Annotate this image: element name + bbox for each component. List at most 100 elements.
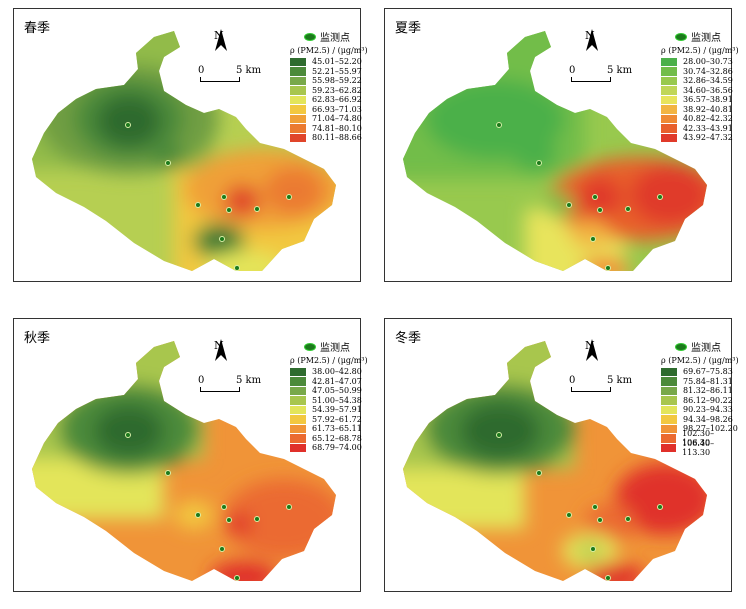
legend-swatch	[290, 57, 306, 66]
station-marker-icon	[675, 32, 687, 41]
north-arrow: N	[214, 339, 227, 361]
legend-item: 102.30–106.30	[661, 429, 739, 447]
legend-unit: ρ (PM2.5) / (μg/m³)	[290, 356, 368, 365]
spring-season-label: 春季	[24, 21, 51, 36]
legend-header: 监测点	[675, 29, 739, 44]
legend-range: 81.32–86.11	[683, 386, 733, 396]
legend-range: 34.60–36.56	[683, 85, 733, 95]
legend-swatch	[290, 415, 306, 424]
scale-label: 5 km	[607, 65, 633, 76]
legend-range: 106.40–113.30	[682, 438, 715, 457]
legend-swatch	[661, 57, 677, 66]
scale-label: 5 km	[607, 375, 633, 386]
legend-swatch	[290, 95, 306, 104]
north-arrow: N	[585, 29, 598, 51]
spring-station-markers	[125, 122, 292, 271]
legend-range: 75.84–81.31	[683, 376, 733, 386]
legend-swatch	[290, 124, 306, 133]
legend-unit: ρ (PM2.5) / (μg/m³)	[661, 356, 739, 365]
north-label: N	[585, 29, 595, 42]
spring-legend: 监测点 ρ (PM2.5) / (μg/m³) 45.01–52.20 52.21…	[290, 29, 368, 143]
legend-item: 80.11–88.66	[290, 133, 368, 143]
legend-range: 80.11–88.66	[312, 133, 362, 143]
legend-swatch	[661, 105, 677, 114]
north-arrow-icon	[215, 339, 227, 361]
legend-range: 42.33–43.91	[683, 123, 733, 133]
north-arrow: N	[214, 29, 227, 51]
autumn-station-markers	[125, 432, 292, 581]
legend-range: 71.04–74.80	[312, 114, 362, 124]
legend-item: 68.79–74.00	[290, 443, 368, 453]
legend-range: 54.39–57.91	[312, 405, 362, 415]
legend-item: 52.21–55.97	[290, 67, 368, 77]
legend-item: 75.84–81.31	[661, 377, 739, 387]
scale-zero: 0	[569, 65, 576, 76]
spring-pollution-map	[32, 31, 336, 271]
legend-item: 32.86–34.59	[661, 76, 739, 86]
legend-range: 74.81–80.10	[312, 123, 362, 133]
legend-swatch	[661, 67, 677, 76]
legend-swatch	[661, 367, 677, 376]
legend-item: 36.57–38.91	[661, 95, 739, 105]
legend-swatch	[661, 434, 677, 443]
legend-swatch	[661, 76, 677, 85]
winter-pollution-map	[403, 341, 707, 581]
legend-swatch	[661, 415, 677, 424]
summer-season-label: 夏季	[395, 21, 422, 36]
autumn-legend: 监测点 ρ (PM2.5) / (μg/m³) 38.00–42.80 42.81…	[290, 339, 368, 453]
legend-item: 34.60–36.56	[661, 86, 739, 96]
legend-item: 43.92–47.32	[661, 133, 739, 143]
legend-swatch	[661, 386, 677, 395]
legend-swatch	[290, 105, 306, 114]
legend-range: 69.67–75.83	[683, 367, 733, 377]
legend-swatch	[290, 434, 306, 443]
legend-swatch	[290, 367, 306, 376]
legend-swatch	[290, 114, 306, 123]
legend-swatch	[661, 133, 677, 142]
legend-range: 59.23–62.82	[312, 85, 362, 95]
winter-season-label: 冬季	[395, 331, 422, 346]
legend-range: 61.73–65.11	[312, 424, 362, 434]
legend-range: 66.93–71.03	[312, 104, 362, 114]
legend-header: 监测点	[675, 339, 739, 354]
summer-legend: 监测点 ρ (PM2.5) / (μg/m³) 28.00–30.73 30.74…	[661, 29, 739, 143]
legend-range: 42.81–47.07	[312, 376, 362, 386]
legend-range: 47.05–50.99	[312, 386, 362, 396]
legend-swatch	[290, 67, 306, 76]
legend-item: 42.33–43.91	[661, 124, 739, 134]
map-panel-summer: 夏季 N 0 5 km 监测点 ρ (PM2.5) / (μg/m³) 28.0…	[384, 8, 739, 282]
legend-item: 65.12–68.78	[290, 434, 368, 444]
legend-range: 90.23–94.33	[683, 405, 733, 415]
scale-label: 5 km	[236, 375, 262, 386]
legend-item: 98.27–102.20	[661, 424, 739, 434]
autumn-legend-rows: 38.00–42.80 42.81–47.07 47.05–50.99 51.00–5…	[290, 367, 368, 453]
station-marker-icon	[675, 342, 687, 351]
legend-item: 94.34–98.26	[661, 415, 739, 425]
map-panel-winter: 冬季 N 0 5 km 监测点 ρ (PM2.5) / (μg/m³) 69.6…	[384, 318, 739, 592]
legend-item: 30.74–32.86	[661, 67, 739, 77]
legend-item: 59.23–62.82	[290, 86, 368, 96]
legend-range: 94.34–98.26	[683, 414, 733, 424]
legend-swatch	[290, 424, 306, 433]
winter-legend-rows: 69.67–75.83 75.84–81.31 81.32–86.11 86.12–9…	[661, 367, 739, 457]
station-marker-icon	[304, 32, 316, 41]
scale-zero: 0	[198, 375, 205, 386]
legend-item: 45.01–52.20	[290, 57, 368, 67]
legend-swatch	[661, 124, 677, 133]
legend-header: 监测点	[304, 29, 368, 44]
legend-range: 52.21–55.97	[312, 66, 362, 76]
legend-swatch	[661, 396, 677, 405]
legend-swatch	[290, 405, 306, 414]
north-label: N	[585, 339, 595, 352]
scale-zero: 0	[198, 65, 205, 76]
north-label: N	[214, 339, 224, 352]
legend-range: 86.12–90.22	[683, 395, 733, 405]
legend-item: 54.39–57.91	[290, 405, 368, 415]
legend-swatch	[290, 396, 306, 405]
legend-item: 40.82–42.32	[661, 114, 739, 124]
legend-item: 38.00–42.80	[290, 367, 368, 377]
summer-pollution-map	[403, 31, 707, 271]
map-panel-autumn: 秋季 N 0 5 km 监测点 ρ (PM2.5) / (μg/m³) 38.0…	[13, 318, 368, 592]
legend-swatch	[290, 386, 306, 395]
legend-item: 47.05–50.99	[290, 386, 368, 396]
